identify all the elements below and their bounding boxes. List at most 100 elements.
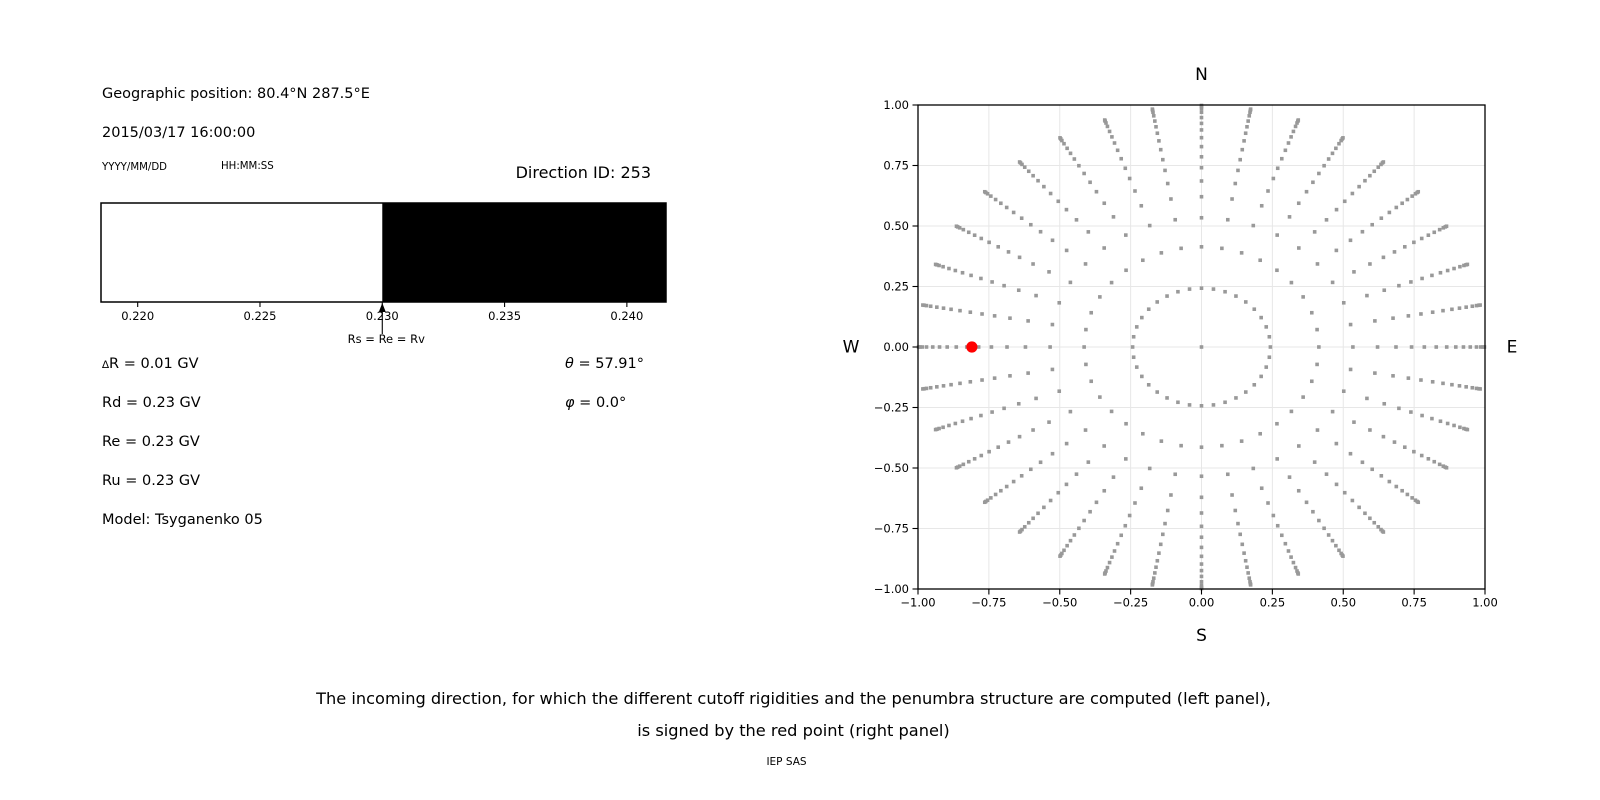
direction-dot (1293, 565, 1298, 570)
direction-dot (1199, 106, 1204, 111)
direction-dot (1109, 409, 1114, 414)
model-text: Model: Tsyganenko 05 (102, 512, 263, 528)
direction-dot (1083, 262, 1088, 266)
direction-dot (969, 416, 973, 421)
caption-line-2: is signed by the red point (right panel) (637, 721, 950, 740)
direction-dot (1406, 376, 1411, 380)
direction-dot (1470, 304, 1475, 309)
direction-dot (1050, 451, 1055, 456)
direction-dot (921, 303, 925, 307)
direction-dot (1064, 248, 1069, 253)
direction-dot (1301, 395, 1305, 399)
direction-dot (937, 426, 941, 431)
direction-dot (1077, 163, 1081, 168)
scatter-x-tick-label: 0.75 (1401, 596, 1427, 610)
direction-dot (1259, 374, 1263, 379)
direction-dot (1372, 520, 1377, 525)
phi-symbol: φ (565, 395, 575, 411)
direction-dot (1026, 319, 1030, 323)
direction-dot (1462, 426, 1466, 431)
direction-dot (1434, 345, 1439, 349)
direction-dot (1287, 475, 1292, 479)
direction-dot (1006, 250, 1011, 254)
direction-dot (1157, 551, 1161, 555)
scatter-y-tick-label: −0.75 (874, 522, 909, 536)
direction-dot (1410, 496, 1414, 500)
direction-dot (1430, 310, 1435, 315)
direction-dot (1005, 345, 1009, 349)
direction-dot (1238, 532, 1242, 537)
direction-dot (933, 262, 938, 267)
direction-dot (1072, 157, 1077, 161)
direction-dot (1169, 197, 1173, 201)
direction-dot (1199, 121, 1204, 126)
direction-dot (1187, 287, 1192, 291)
re-text: Re = 0.23 GV (102, 434, 200, 450)
direction-dot (1115, 541, 1120, 546)
direction-dot (1169, 493, 1173, 497)
direction-dot (1324, 218, 1329, 222)
direction-dot (1048, 498, 1053, 503)
direction-dot (1251, 466, 1256, 471)
direction-dot (1348, 322, 1353, 327)
direction-dot (1131, 355, 1136, 360)
direction-dot (1199, 445, 1204, 449)
direction-dot (1199, 545, 1204, 550)
direction-dot (1179, 246, 1183, 251)
direction-dot (1474, 386, 1479, 391)
direction-dot (1474, 303, 1479, 308)
direction-dot (1225, 472, 1230, 477)
direction-dot (972, 233, 977, 237)
direction-dot (924, 303, 929, 308)
direction-dot (1029, 222, 1033, 227)
direction-dot (1102, 444, 1106, 448)
scatter-x-tick-label: −0.75 (971, 596, 1006, 610)
direction-dot (1187, 403, 1192, 407)
direction-dot (1478, 345, 1483, 349)
direction-dot (1289, 409, 1294, 414)
direction-dot (1036, 178, 1040, 183)
direction-dot (987, 240, 991, 245)
direction-dot (1296, 488, 1301, 493)
direction-dot (968, 310, 973, 315)
direction-dot (1220, 443, 1224, 448)
scatter-y-tick-label: 0.00 (883, 340, 909, 354)
direction-dot (1062, 141, 1066, 146)
direction-dot (1011, 210, 1016, 215)
direction-dot (937, 263, 941, 268)
direction-dot (1034, 293, 1038, 298)
direction-dot (1438, 419, 1443, 424)
direction-dot (1151, 114, 1156, 118)
direction-dot (1058, 554, 1062, 558)
direction-dot (1127, 176, 1132, 181)
direction-dot (1124, 421, 1128, 426)
direction-dot (1068, 280, 1073, 285)
direction-dot (980, 312, 984, 316)
direction-dot (1199, 194, 1204, 199)
direction-dot (1173, 217, 1178, 222)
direction-dot (1082, 518, 1086, 523)
direction-dot (1163, 521, 1167, 526)
direction-dot (1026, 371, 1030, 375)
direction-dot (1211, 287, 1216, 291)
datetime-text: 2015/03/17 16:00:00 (102, 125, 256, 141)
delta-r-text: ∆R = 0.01 GV (102, 356, 199, 372)
direction-dot (1311, 180, 1315, 185)
direction-dot (1179, 443, 1183, 448)
direction-dot (1291, 129, 1296, 134)
direction-dot (1330, 538, 1335, 543)
direction-dot (1445, 421, 1450, 426)
direction-dot (930, 345, 935, 349)
direction-dot (1058, 136, 1062, 140)
direction-dot (1165, 181, 1170, 186)
direction-dot (990, 410, 994, 414)
direction-dot (1296, 572, 1301, 576)
direction-dot (1124, 457, 1128, 461)
direction-dot (1341, 136, 1345, 140)
direction-dot (1088, 509, 1092, 514)
phi-text: φ = 0.0° (565, 395, 626, 411)
direction-dot (1441, 226, 1446, 230)
direction-dot (1419, 236, 1424, 241)
direction-dot (1470, 385, 1475, 390)
direction-dot (949, 307, 953, 312)
